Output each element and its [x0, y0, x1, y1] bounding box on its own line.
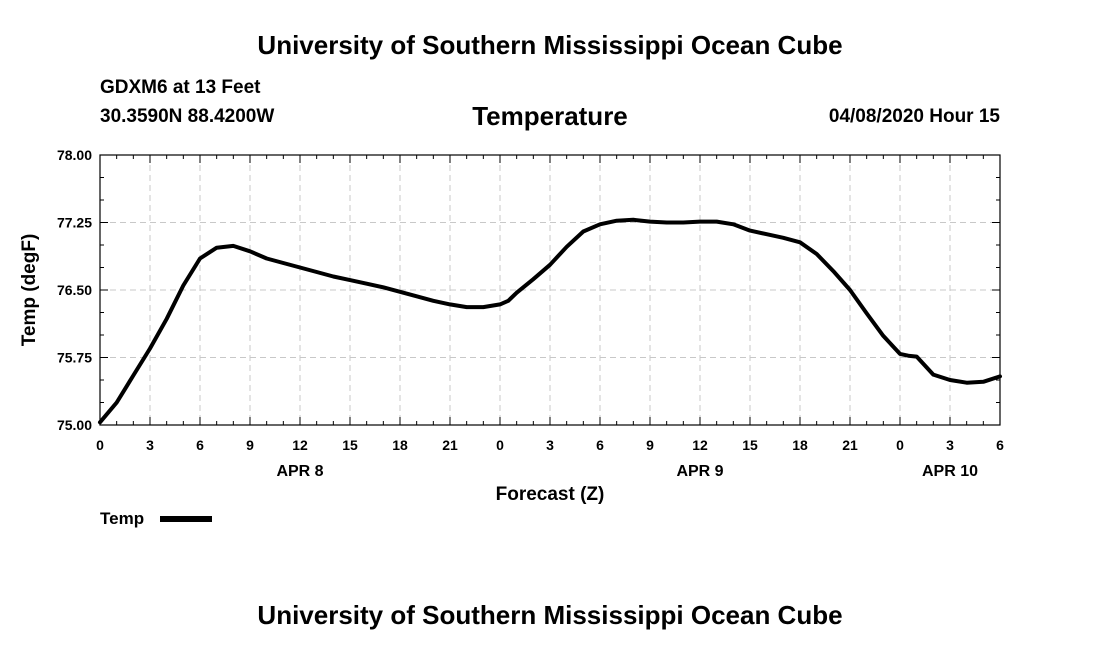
- x-tick-label: 6: [196, 437, 204, 453]
- x-tick-label: 12: [692, 437, 708, 453]
- x-tick-label: 0: [896, 437, 904, 453]
- x-tick-label: 21: [842, 437, 858, 453]
- station-coordinates: 30.3590N 88.4200W: [100, 106, 275, 127]
- x-tick-label: 6: [596, 437, 604, 453]
- y-tick-label: 75.75: [57, 350, 92, 366]
- x-tick-label: 6: [996, 437, 1004, 453]
- x-tick-label: 3: [146, 437, 154, 453]
- x-tick-label: 18: [392, 437, 408, 453]
- y-axis-label: Temp (degF): [19, 234, 40, 347]
- x-day-label: APR 8: [276, 463, 323, 480]
- x-day-label: APR 10: [922, 463, 978, 480]
- x-tick-label: 15: [742, 437, 758, 453]
- series-line-temp: [98, 217, 1002, 425]
- axis-tick-labels: 0 3 6 9 12 15 18 21 0 3 6 9 12 15 18 21 0 3 6 APR 8 APR 9 APR…: [57, 147, 1004, 480]
- x-tick-label: 0: [96, 437, 104, 453]
- y-tick-label: 76.50: [57, 282, 92, 298]
- x-tick-label: 9: [246, 437, 254, 453]
- station-label: GDXM6 at 13 Feet: [100, 77, 261, 98]
- x-tick-label: 0: [496, 437, 504, 453]
- x-day-label: APR 9: [676, 463, 723, 480]
- x-tick-label: 12: [292, 437, 308, 453]
- chart-title: Temperature: [472, 101, 628, 131]
- axis-ticks: [99, 154, 1001, 426]
- legend-swatch: [160, 516, 212, 522]
- x-tick-label: 9: [646, 437, 654, 453]
- page-title: University of Southern Mississippi Ocean…: [257, 30, 843, 60]
- x-tick-label: 18: [792, 437, 808, 453]
- chart-grid: [100, 155, 1000, 425]
- forecast-datetime: 04/08/2020 Hour 15: [828, 106, 1000, 127]
- y-tick-label: 78.00: [57, 147, 92, 163]
- x-tick-label: 3: [546, 437, 554, 453]
- footer-title: University of Southern Mississippi Ocean…: [257, 600, 843, 630]
- x-tick-label: 15: [342, 437, 358, 453]
- y-tick-label: 77.25: [57, 215, 92, 231]
- x-tick-label: 21: [442, 437, 458, 453]
- x-tick-label: 3: [946, 437, 954, 453]
- legend-label: Temp: [100, 509, 145, 528]
- x-axis-label: Forecast (Z): [496, 484, 605, 505]
- y-tick-label: 75.00: [57, 417, 92, 433]
